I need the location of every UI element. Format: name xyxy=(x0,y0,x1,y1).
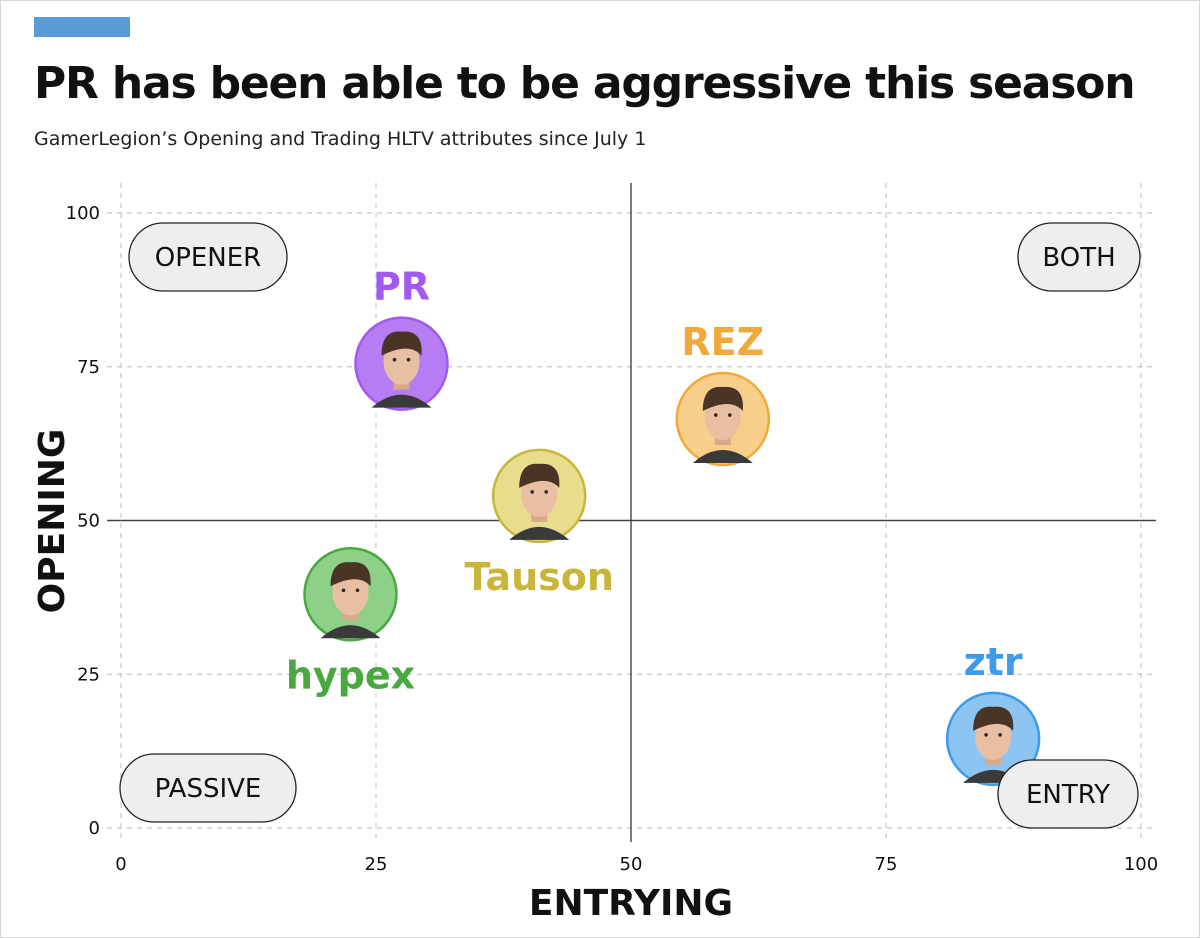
player-point-tauson: Tauson xyxy=(464,448,614,599)
player-name-label: PR xyxy=(373,265,430,309)
quadrant-labels: OPENER BOTH PASSIVE xyxy=(119,222,1141,823)
quadrant-pill xyxy=(119,753,297,823)
x-tick-label: 75 xyxy=(875,854,898,875)
chart-subtitle: GamerLegion’s Opening and Trading HLTV a… xyxy=(34,128,647,150)
hair-shape xyxy=(519,463,560,488)
player-portrait-icon xyxy=(320,562,381,639)
y-axis-title: OPENING xyxy=(32,429,73,614)
shirt-shape xyxy=(371,394,432,408)
player-portrait-icon xyxy=(692,386,753,464)
quadrant-label-passive: PASSIVE xyxy=(119,753,297,823)
axis-ticks: 0 25 50 75 100 0 25 50 75 100 xyxy=(66,203,1159,875)
eye-shape xyxy=(392,357,397,362)
quadrant-label-entry: ENTRY xyxy=(997,759,1139,829)
player-point-hypex: hypex xyxy=(286,547,415,697)
hair-shape xyxy=(973,706,1014,731)
quadrant-label-both: BOTH xyxy=(1017,222,1141,292)
eye-shape xyxy=(355,588,360,593)
x-axis-title: ENTRYING xyxy=(529,883,733,924)
quadrant-label-text: OPENER xyxy=(155,243,262,273)
hair-shape xyxy=(381,331,422,356)
player-points: PR REZ Tauson hypex ztr xyxy=(286,265,1041,787)
quadrant-label-text: ENTRY xyxy=(1026,780,1110,810)
player-portrait-icon xyxy=(371,331,432,408)
player-portrait-icon xyxy=(509,463,570,540)
player-name-label: ztr xyxy=(964,640,1023,684)
chart-title: PR has been able to be aggressive this s… xyxy=(34,58,1136,109)
eye-shape xyxy=(714,413,718,417)
player-name-label: hypex xyxy=(286,653,415,697)
y-tick-label: 50 xyxy=(77,511,100,532)
accent-bar xyxy=(34,17,130,37)
quadrant-pill xyxy=(1017,222,1141,292)
quadrant-pill xyxy=(997,759,1139,829)
y-tick-label: 100 xyxy=(66,203,100,224)
hair-shape xyxy=(330,562,371,587)
x-tick-label: 25 xyxy=(365,854,388,875)
player-name-label: REZ xyxy=(681,320,764,364)
hair-shape xyxy=(702,386,743,412)
x-tick-label: 50 xyxy=(620,854,643,875)
quadrant-label-text: BOTH xyxy=(1042,243,1115,273)
shirt-shape xyxy=(509,526,570,540)
y-tick-label: 75 xyxy=(77,357,100,378)
eye-shape xyxy=(406,357,411,362)
shirt-shape xyxy=(320,625,381,639)
player-point-pr: PR xyxy=(354,265,449,411)
x-tick-label: 100 xyxy=(1124,854,1158,875)
eye-shape xyxy=(998,733,1002,737)
player-name-label: Tauson xyxy=(464,555,614,599)
y-tick-label: 25 xyxy=(77,664,100,685)
quadrant-pill xyxy=(128,222,288,292)
x-tick-label: 0 xyxy=(115,854,126,875)
y-tick-label: 0 xyxy=(89,818,100,839)
player-point-ztr: ztr xyxy=(945,640,1041,787)
eye-shape xyxy=(984,733,988,737)
quadrant-label-text: PASSIVE xyxy=(155,774,262,804)
player-point-rez: REZ xyxy=(675,320,771,467)
eye-shape xyxy=(341,588,346,593)
eye-shape xyxy=(530,490,534,494)
eye-shape xyxy=(728,413,732,417)
quadrant-divider-lines xyxy=(107,183,1156,842)
quadrant-label-opener: OPENER xyxy=(128,222,288,292)
shirt-shape xyxy=(692,450,753,464)
eye-shape xyxy=(544,490,548,494)
